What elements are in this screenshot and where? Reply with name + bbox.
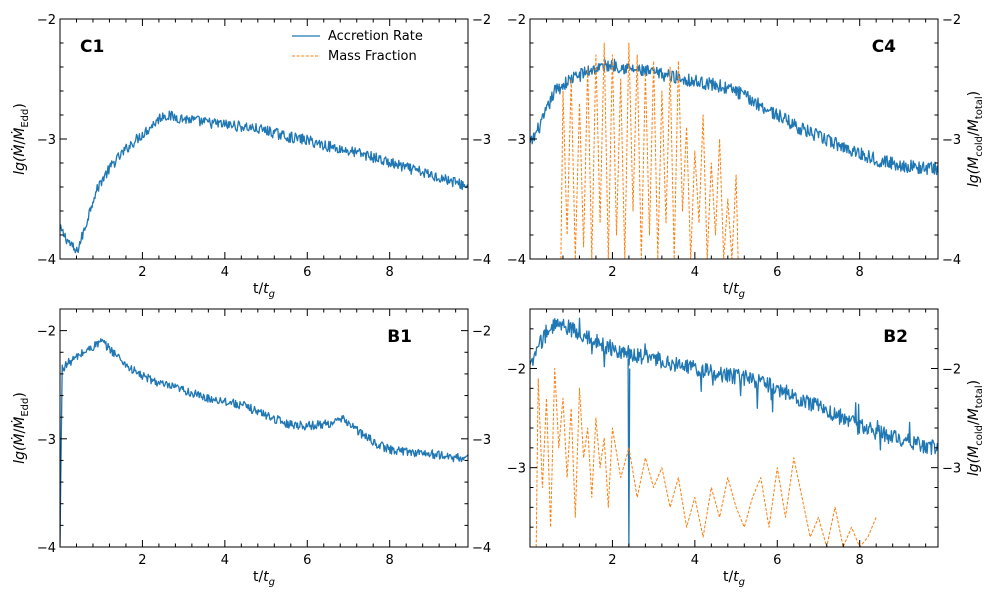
x-tick-label: 6 [303, 265, 311, 280]
y-tick-label-left: −3 [507, 133, 526, 148]
axes-frame [59, 308, 469, 548]
legend: Accretion Rate Mass Fraction [292, 29, 423, 64]
x-tick-label: 2 [138, 553, 146, 568]
legend-entry: Mass Fraction [328, 49, 417, 64]
series-line-accretion-rate-c4 [530, 58, 938, 176]
y-tick-label-right: −3 [472, 433, 491, 448]
y-tick-label-left: −3 [37, 133, 56, 148]
series-line-accretion-rate-b1 [60, 338, 468, 546]
y-axis-label-left: lg(Ṁ/ṀEdd) [10, 392, 31, 464]
y-tick-label-left: −4 [507, 253, 526, 268]
x-axis-label: t/tg [723, 281, 745, 300]
x-tick-label: 4 [691, 265, 699, 280]
y-tick-label-right: −4 [472, 253, 491, 268]
series-line-mass-fraction-b2 [535, 368, 877, 547]
y-tick-label-right: −3 [472, 133, 491, 148]
legend-entry: Accretion Rate [328, 29, 423, 44]
y-axis-label-right: lg(Mcold/Mtotal) [966, 91, 985, 187]
chart-panel-c4: 2 4 6 8 −4 −4 −3 −3 −2 −2 t/tg lg(Mcold/Mtotal) C4 [507, 13, 985, 300]
y-tick-label-left: −2 [37, 325, 56, 340]
panel-label: C1 [80, 37, 104, 57]
x-axis-label: t/tg [253, 569, 275, 588]
x-tick-label: 2 [138, 265, 146, 280]
y-tick-label-left: −3 [37, 433, 56, 448]
chart-panel-b1: 2 4 6 8 −4 −4 −3 −3 −2 −2 t/tg lg(Ṁ/ṀEdd) B1 [10, 308, 491, 588]
y-tick-label-right: −4 [472, 541, 491, 556]
chart-panel-c1: 2 4 6 8 −4 −4 −3 −3 −2 −2 t/tg lg(Ṁ/ṀEdd) C1 Accretio… [10, 13, 491, 300]
panel-label: B1 [387, 327, 412, 347]
series-line-accretion-rate-b2 [530, 317, 938, 547]
y-tick-label-left: −4 [37, 253, 56, 268]
x-axis-label: t/tg [723, 569, 745, 588]
x-tick-label: 6 [773, 553, 781, 568]
y-tick-label-right: −4 [942, 253, 961, 268]
y-tick-label-right: −3 [942, 462, 961, 477]
y-tick-label-left: −2 [507, 13, 526, 28]
x-tick-label: 8 [386, 265, 394, 280]
x-tick-label: 8 [856, 265, 864, 280]
y-tick-label-left: −4 [37, 541, 56, 556]
x-tick-label: 4 [221, 265, 229, 280]
y-tick-label-left: −3 [507, 462, 526, 477]
y-tick-label-left: −2 [37, 13, 56, 28]
y-axis-label-right: lg(Mcold/Mtotal) [966, 380, 985, 476]
y-axis-label-left: lg(Ṁ/ṀEdd) [10, 103, 31, 175]
y-tick-label-right: −2 [472, 13, 491, 28]
x-tick-label: 6 [773, 265, 781, 280]
series-line-accretion-rate-c1 [60, 110, 468, 254]
x-tick-label: 8 [856, 553, 864, 568]
x-tick-label: 4 [691, 553, 699, 568]
y-tick-label-right: −3 [942, 133, 961, 148]
panel-label: C4 [872, 37, 896, 57]
chart-panel-b2: 2 4 6 8 −3 −3 −2 −2 t/tg lg(Mcold/Mtotal) B2 [507, 308, 985, 588]
y-tick-label-right: −2 [942, 363, 961, 378]
x-tick-label: 4 [221, 553, 229, 568]
series-line-mass-fraction-c4 [560, 42, 739, 259]
panel-label: B2 [883, 327, 908, 347]
x-axis-label: t/tg [253, 281, 275, 300]
x-tick-label: 6 [303, 553, 311, 568]
x-tick-label: 8 [386, 553, 394, 568]
y-tick-label-left: −2 [507, 363, 526, 378]
y-tick-label-right: −2 [472, 325, 491, 340]
y-tick-label-right: −2 [942, 13, 961, 28]
x-tick-label: 2 [608, 265, 616, 280]
x-tick-label: 2 [608, 553, 616, 568]
